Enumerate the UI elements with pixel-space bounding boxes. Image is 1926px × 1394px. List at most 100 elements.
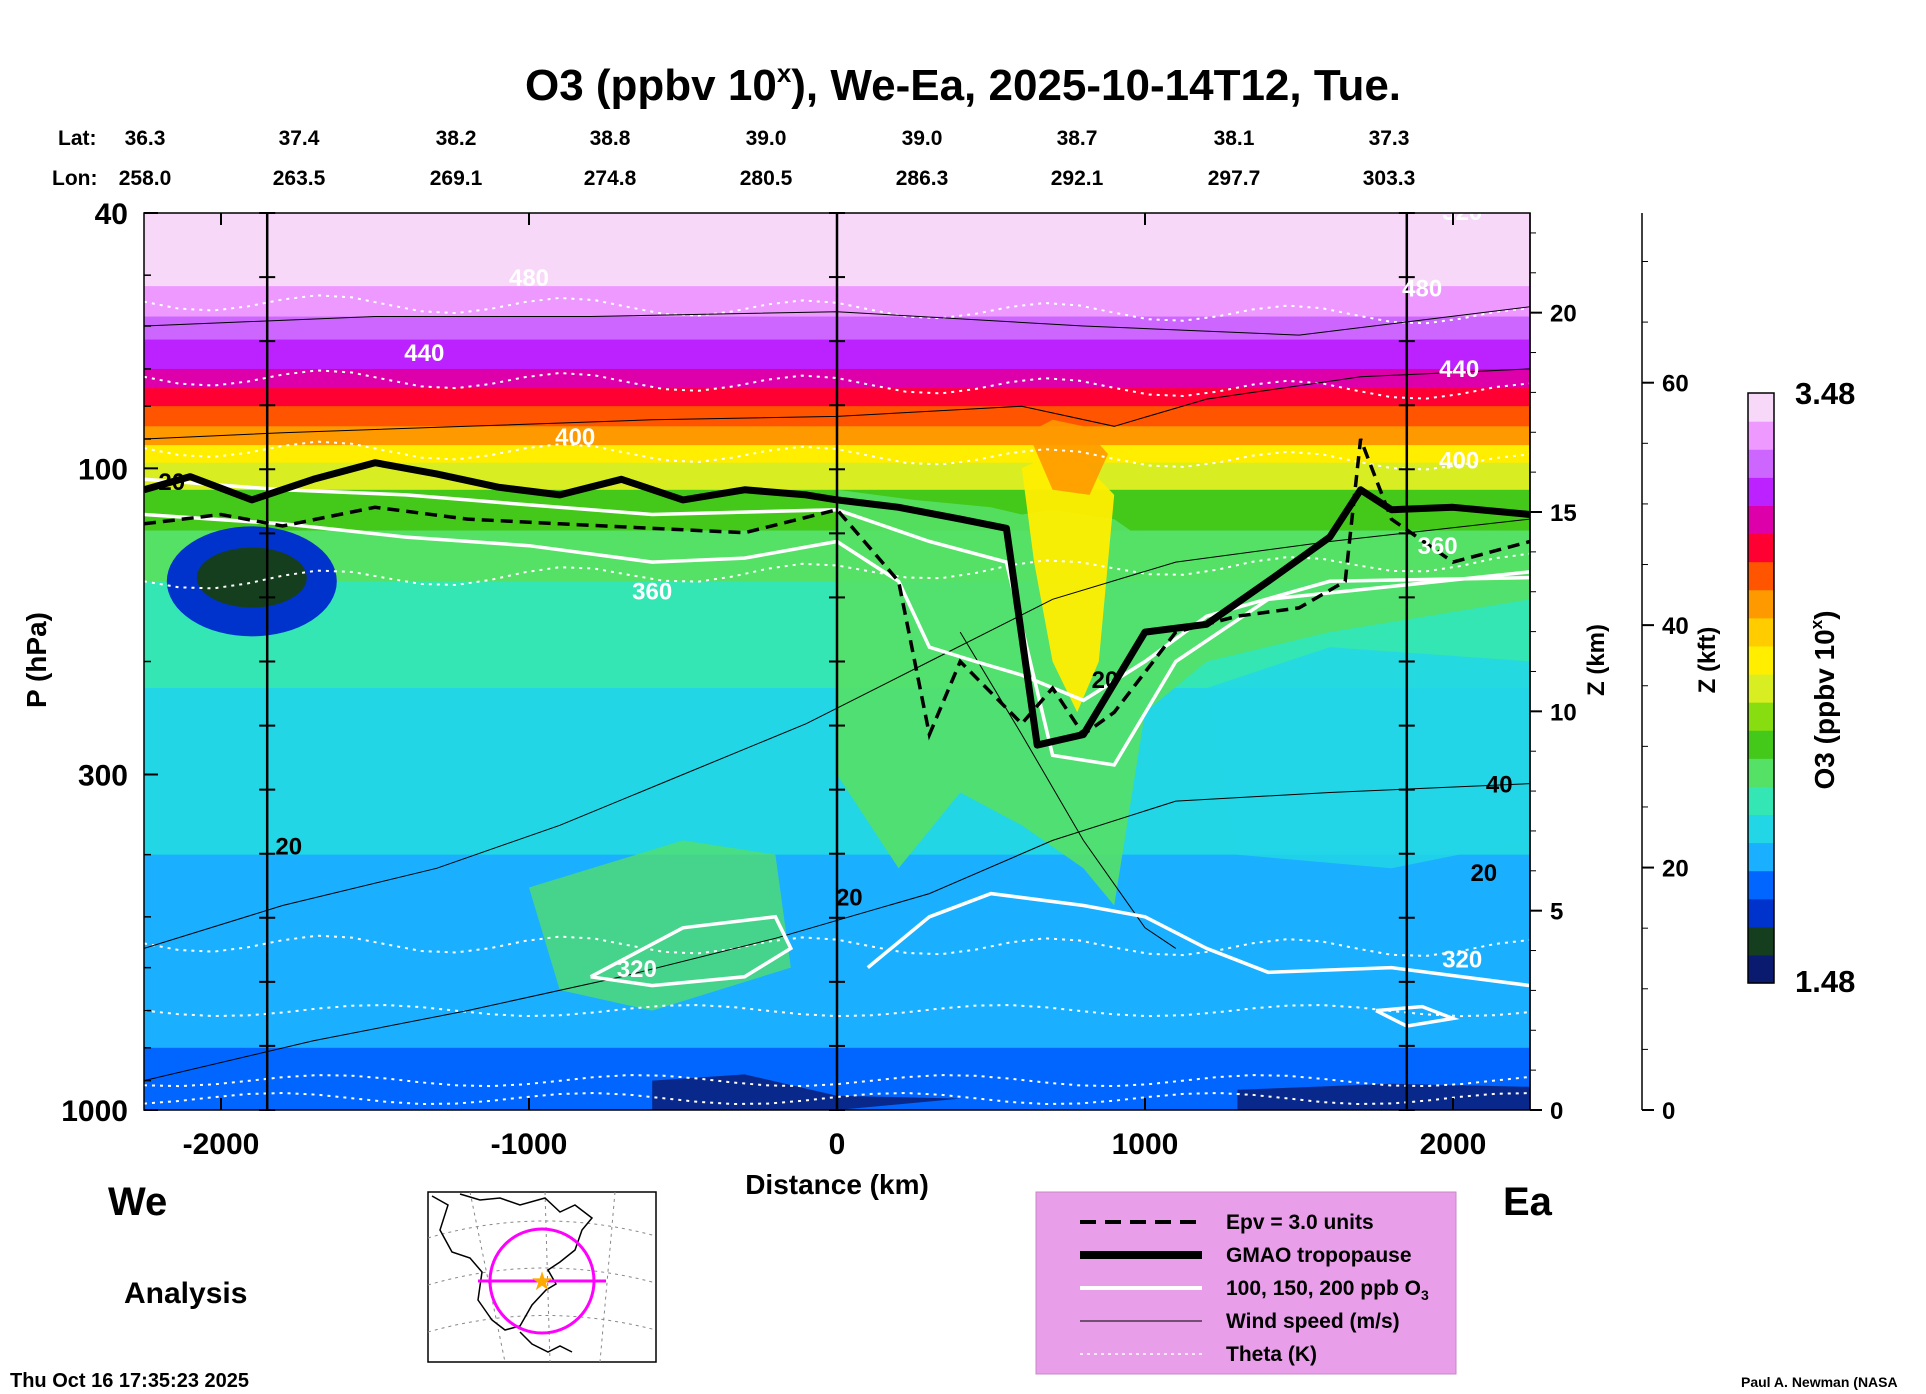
lon-value-1: 263.5 <box>273 167 326 190</box>
x-tick-label-4: 2000 <box>1420 1128 1487 1161</box>
lon-value-8: 303.3 <box>1363 167 1416 190</box>
colorbar-swatch-14 <box>1748 561 1774 591</box>
wind-contour-0 <box>144 518 1530 949</box>
colorbar-swatch-8 <box>1748 730 1774 759</box>
contour-label-4: 320 <box>617 956 657 983</box>
epv-line-group <box>144 438 1530 741</box>
x-axis-label: Distance (km) <box>745 1169 929 1200</box>
colorbar-swatch-11 <box>1748 645 1774 675</box>
wind-speed-contours <box>144 306 1530 1082</box>
tropopause-line-group <box>144 459 1530 749</box>
z-km-tick-label-2: 10 <box>1550 699 1577 726</box>
pressure-axis: 40 100 300 1000 <box>61 198 158 1128</box>
o3-contour-0 <box>144 512 1530 703</box>
legend-epv-label: Epv = 3.0 units <box>1226 1211 1374 1234</box>
legend-theta-label: Theta (K) <box>1226 1343 1317 1366</box>
theta-line-360 <box>144 552 1530 590</box>
lat-value-0: 36.3 <box>125 127 166 150</box>
colorbar-swatch-19 <box>1748 421 1774 450</box>
legend-tropopause-label: GMAO tropopause <box>1226 1244 1412 1267</box>
z-kft-tick-label-1: 40 <box>1662 613 1689 640</box>
contour-label-7: 20 <box>1092 667 1119 694</box>
theta-line-480 <box>144 294 1530 325</box>
theta-line-320 <box>144 934 1530 957</box>
analysis-label: Analysis <box>124 1277 247 1310</box>
x-tick-label-0: -2000 <box>183 1128 260 1161</box>
colorbar-swatch-1 <box>1748 926 1774 956</box>
credit: Paul A. Newman (NASA <box>1741 1374 1898 1390</box>
colorbar-swatch-7 <box>1748 758 1774 787</box>
colorbar-swatch-6 <box>1748 786 1774 816</box>
lat-value-5: 39.0 <box>902 127 943 150</box>
low-ozone-core <box>196 547 307 608</box>
p-tick-label-2: 300 <box>78 759 128 792</box>
map-inset: ★ <box>427 1191 657 1363</box>
coastline <box>431 1193 594 1331</box>
z-km-tick-label-4: 0 <box>1550 1098 1563 1125</box>
contour-labels: 480 440 400 360 320 20 20 20 40 20 20 480 440 400 360 3… <box>158 199 1512 983</box>
lat-value-7: 38.1 <box>1214 127 1255 150</box>
colorbar-label: O3 (ppbv 10x) <box>1807 610 1840 789</box>
theta-contours <box>144 294 1530 1106</box>
contour-label-12: 440 <box>1439 356 1479 383</box>
intrusion-yellow <box>1021 454 1115 713</box>
lon-value-0: 258.0 <box>119 167 172 190</box>
lon-value-4: 280.5 <box>740 167 793 190</box>
colorbar-swatch-17 <box>1748 477 1774 506</box>
colorbar-min: 1.48 <box>1795 964 1855 999</box>
z-km-tick-label-1: 15 <box>1550 500 1577 527</box>
tropopause-line <box>144 459 1530 749</box>
contour-label-0: 480 <box>509 265 549 292</box>
intrusion-orange <box>1028 419 1108 495</box>
ozone-ppb-contours <box>144 477 1530 1028</box>
z-kft-axis: 60 40 20 0 <box>1641 213 1689 1125</box>
lon-value-3: 274.8 <box>584 167 637 190</box>
colorbar-swatch-13 <box>1748 589 1774 619</box>
wind-contour-4 <box>959 631 1177 949</box>
contour-label-3: 360 <box>632 578 672 605</box>
contour-label-6: 20 <box>275 834 302 861</box>
center-star-icon: ★ <box>530 1266 553 1296</box>
legend-wind-label: Wind speed (m/s) <box>1226 1310 1400 1333</box>
wind-contour-1 <box>144 783 1530 1082</box>
y-axis-label: P (hPa) <box>21 612 52 708</box>
z-km-tick-label-0: 20 <box>1550 301 1577 328</box>
theta-line-400 <box>144 440 1530 471</box>
surface-dark <box>652 1074 961 1110</box>
lat-value-1: 37.4 <box>279 127 320 150</box>
timestamp: Thu Oct 16 17:35:23 2025 <box>10 1370 249 1392</box>
lon-value-2: 269.1 <box>430 167 483 190</box>
legend-o3-label: 100, 150, 200 ppb O3 <box>1226 1277 1429 1303</box>
x-axis: -2000 -1000 0 1000 2000 <box>183 213 1487 1161</box>
colorbar-swatch-12 <box>1748 617 1774 647</box>
x-tick-label-2: 0 <box>829 1128 846 1161</box>
lat-lon-labels: 36.3 37.4 38.2 38.8 39.0 39.0 38.7 38.1 37.3 258.… <box>119 127 1416 190</box>
o3-contour-2 <box>589 914 794 988</box>
lat-value-4: 39.0 <box>746 127 787 150</box>
chart-title: O3 (ppbv 10x), We-Ea, 2025-10-14T12, Tue… <box>525 58 1401 110</box>
z-km-tick-label-3: 5 <box>1550 899 1563 926</box>
x-tick-label-3: 1000 <box>1112 1128 1179 1161</box>
colorbar-swatch-16 <box>1748 505 1774 535</box>
wind-contour-2 <box>144 368 1530 440</box>
colorbar <box>1747 392 1775 984</box>
lat-label: Lat: <box>58 127 97 150</box>
epv-line <box>144 438 1530 741</box>
p-tick-label-0: 40 <box>95 198 128 231</box>
z-kft-axis-label: Z (kft) <box>1694 627 1721 694</box>
contour-label-8: 40 <box>1486 771 1513 798</box>
p-tick-label-3: 1000 <box>61 1095 128 1128</box>
x-tick-label-1: -1000 <box>491 1128 568 1161</box>
contour-label-1: 440 <box>404 340 444 367</box>
east-label: Ea <box>1503 1180 1553 1224</box>
surface-dark-east <box>1237 1083 1530 1110</box>
lon-value-6: 292.1 <box>1051 167 1104 190</box>
contour-label-15: 320 <box>1442 947 1482 974</box>
lon-value-7: 297.7 <box>1208 167 1261 190</box>
z-kft-tick-label-0: 60 <box>1662 371 1689 398</box>
z-kft-tick-label-3: 0 <box>1662 1098 1675 1125</box>
intrusion-green <box>837 489 1530 906</box>
lon-label: Lon: <box>52 167 97 190</box>
surface-blue <box>144 1054 1530 1110</box>
